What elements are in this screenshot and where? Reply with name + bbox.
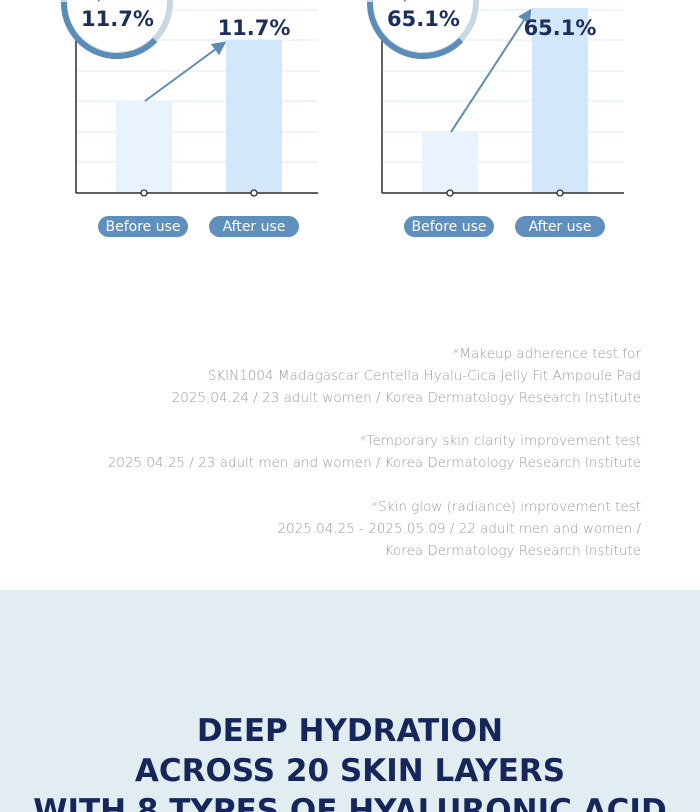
bar-before xyxy=(116,101,172,193)
bar-value: 65.1% xyxy=(524,16,597,40)
axis-dot xyxy=(446,189,454,197)
footnote: *Skin glow (radiance) improvement test xyxy=(371,499,641,515)
category-pill xyxy=(209,216,299,237)
bottom-section xyxy=(0,590,700,812)
trend-arrow xyxy=(450,8,532,133)
bar-value: 11.7% xyxy=(218,16,291,40)
improvement-label: Improvement xyxy=(388,0,469,2)
category-pill xyxy=(404,216,494,237)
category-pill xyxy=(98,216,188,237)
category-pill xyxy=(515,216,605,237)
axis-dot xyxy=(556,189,564,197)
trend-arrow xyxy=(144,41,227,102)
heading: DEEP HYDRATION xyxy=(197,713,503,749)
circle-value: 11.7% xyxy=(81,7,154,31)
category-label: Before use xyxy=(105,219,180,235)
footnote: 2025.04.25 - 2025.05.09 / 22 adult men a… xyxy=(277,521,641,537)
bar-after xyxy=(532,8,588,193)
footnote: Korea Dermatology Research Institute xyxy=(385,543,641,559)
category-label: Before use xyxy=(411,219,486,235)
category-label: After use xyxy=(529,219,592,235)
badge-arc xyxy=(60,1,158,60)
axis-dot xyxy=(140,189,148,197)
footnote: 2025.04.24 / 23 adult women / Korea Derm… xyxy=(172,390,641,406)
category-label: After use xyxy=(223,219,286,235)
footnote: SKIN1004 Madagascar Centella Hyalu-Cica … xyxy=(208,368,641,384)
axis-dot xyxy=(250,189,258,197)
footnote: *Makeup adherence test for xyxy=(453,346,642,362)
improvement-label: Improvement xyxy=(82,0,163,2)
footnote: *Temporary skin clarity improvement test xyxy=(360,433,641,449)
heading: ACROSS 20 SKIN LAYERS xyxy=(135,753,565,789)
footnote: 2025.04.25 / 23 adult men and women / Ko… xyxy=(108,455,641,471)
bar-after xyxy=(226,40,282,193)
heading: WITH 8 TYPES OF HYALURONIC ACID xyxy=(33,793,666,812)
bar-before xyxy=(422,132,478,193)
circle-value: 65.1% xyxy=(387,7,460,31)
badge-arc xyxy=(366,1,464,60)
